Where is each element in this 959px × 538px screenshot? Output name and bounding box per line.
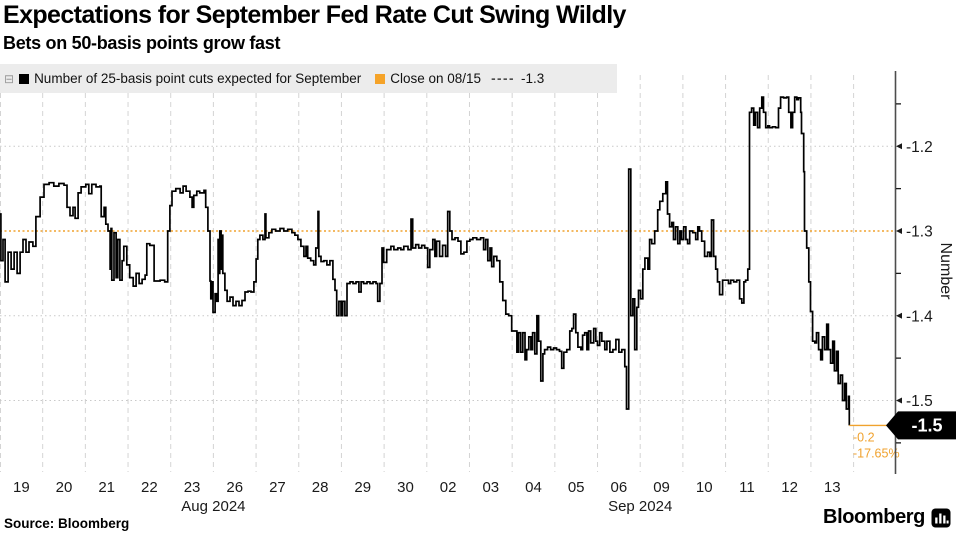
x-day-label: 20 xyxy=(56,479,73,496)
source-attribution: Source: Bloomberg xyxy=(4,516,130,531)
legend-expand-icon[interactable]: ⊟ xyxy=(4,71,15,86)
page-title: Expectations for September Fed Rate Cut … xyxy=(3,1,626,29)
price-line xyxy=(0,96,851,426)
legend-close-label: Close on 08/15 xyxy=(390,71,482,86)
x-month-label: Aug 2024 xyxy=(181,498,245,515)
y-tick-label: -1.2 xyxy=(906,139,933,156)
x-day-label: 30 xyxy=(397,479,414,496)
x-day-label: 11 xyxy=(739,479,755,496)
y-axis-title: Number xyxy=(937,243,954,301)
y-tick-label: -1.3 xyxy=(906,224,933,241)
net-change-label: -0.2 xyxy=(853,430,875,444)
bloomberg-bars-icon xyxy=(931,508,951,527)
y-major-tick xyxy=(896,143,902,150)
y-major-tick xyxy=(896,397,902,404)
x-day-label: 28 xyxy=(312,479,329,496)
x-day-label: 03 xyxy=(482,479,499,496)
legend-close-group[interactable]: Close on 08/15 ---- -1.3 xyxy=(375,71,544,86)
x-day-label: 19 xyxy=(13,479,30,496)
x-day-label: 13 xyxy=(824,479,841,496)
x-day-label: 27 xyxy=(269,479,286,496)
close-swatch-orange xyxy=(375,73,386,84)
page-subtitle: Bets on 50-basis points grow fast xyxy=(3,33,281,53)
x-day-label: 10 xyxy=(696,479,713,496)
y-major-tick xyxy=(896,312,902,319)
pct-change-label: -17.65% xyxy=(853,446,900,460)
legend-close-value: -1.3 xyxy=(521,71,545,86)
legend-series-label[interactable]: Number of 25-basis point cuts expected f… xyxy=(34,71,362,86)
x-day-label: 04 xyxy=(525,479,542,496)
x-day-label: 29 xyxy=(354,479,371,496)
y-tick-label: -1.5 xyxy=(906,393,933,410)
bloomberg-wordmark: Bloomberg xyxy=(823,506,925,528)
x-day-label: 21 xyxy=(98,479,115,496)
x-day-label: 09 xyxy=(653,479,670,496)
x-day-label: 06 xyxy=(611,479,628,496)
x-day-label: 22 xyxy=(141,479,158,496)
close-dash-sample: ---- xyxy=(491,71,516,86)
x-day-label: 23 xyxy=(184,479,201,496)
y-major-tick xyxy=(896,228,902,234)
last-value-badge-label: -1.5 xyxy=(911,415,942,435)
y-tick-label: -1.4 xyxy=(906,308,933,325)
x-day-label: 26 xyxy=(226,479,243,496)
chart-legend: ⊟ Number of 25-basis point cuts expected… xyxy=(0,64,617,93)
x-day-label: 02 xyxy=(440,479,457,496)
last-value-badge xyxy=(886,411,956,440)
x-day-label: 12 xyxy=(781,479,798,496)
x-month-label: Sep 2024 xyxy=(608,498,672,515)
x-day-label: 05 xyxy=(568,479,585,496)
series-swatch-black xyxy=(19,73,30,84)
bloomberg-logo: Bloomberg xyxy=(823,506,951,529)
